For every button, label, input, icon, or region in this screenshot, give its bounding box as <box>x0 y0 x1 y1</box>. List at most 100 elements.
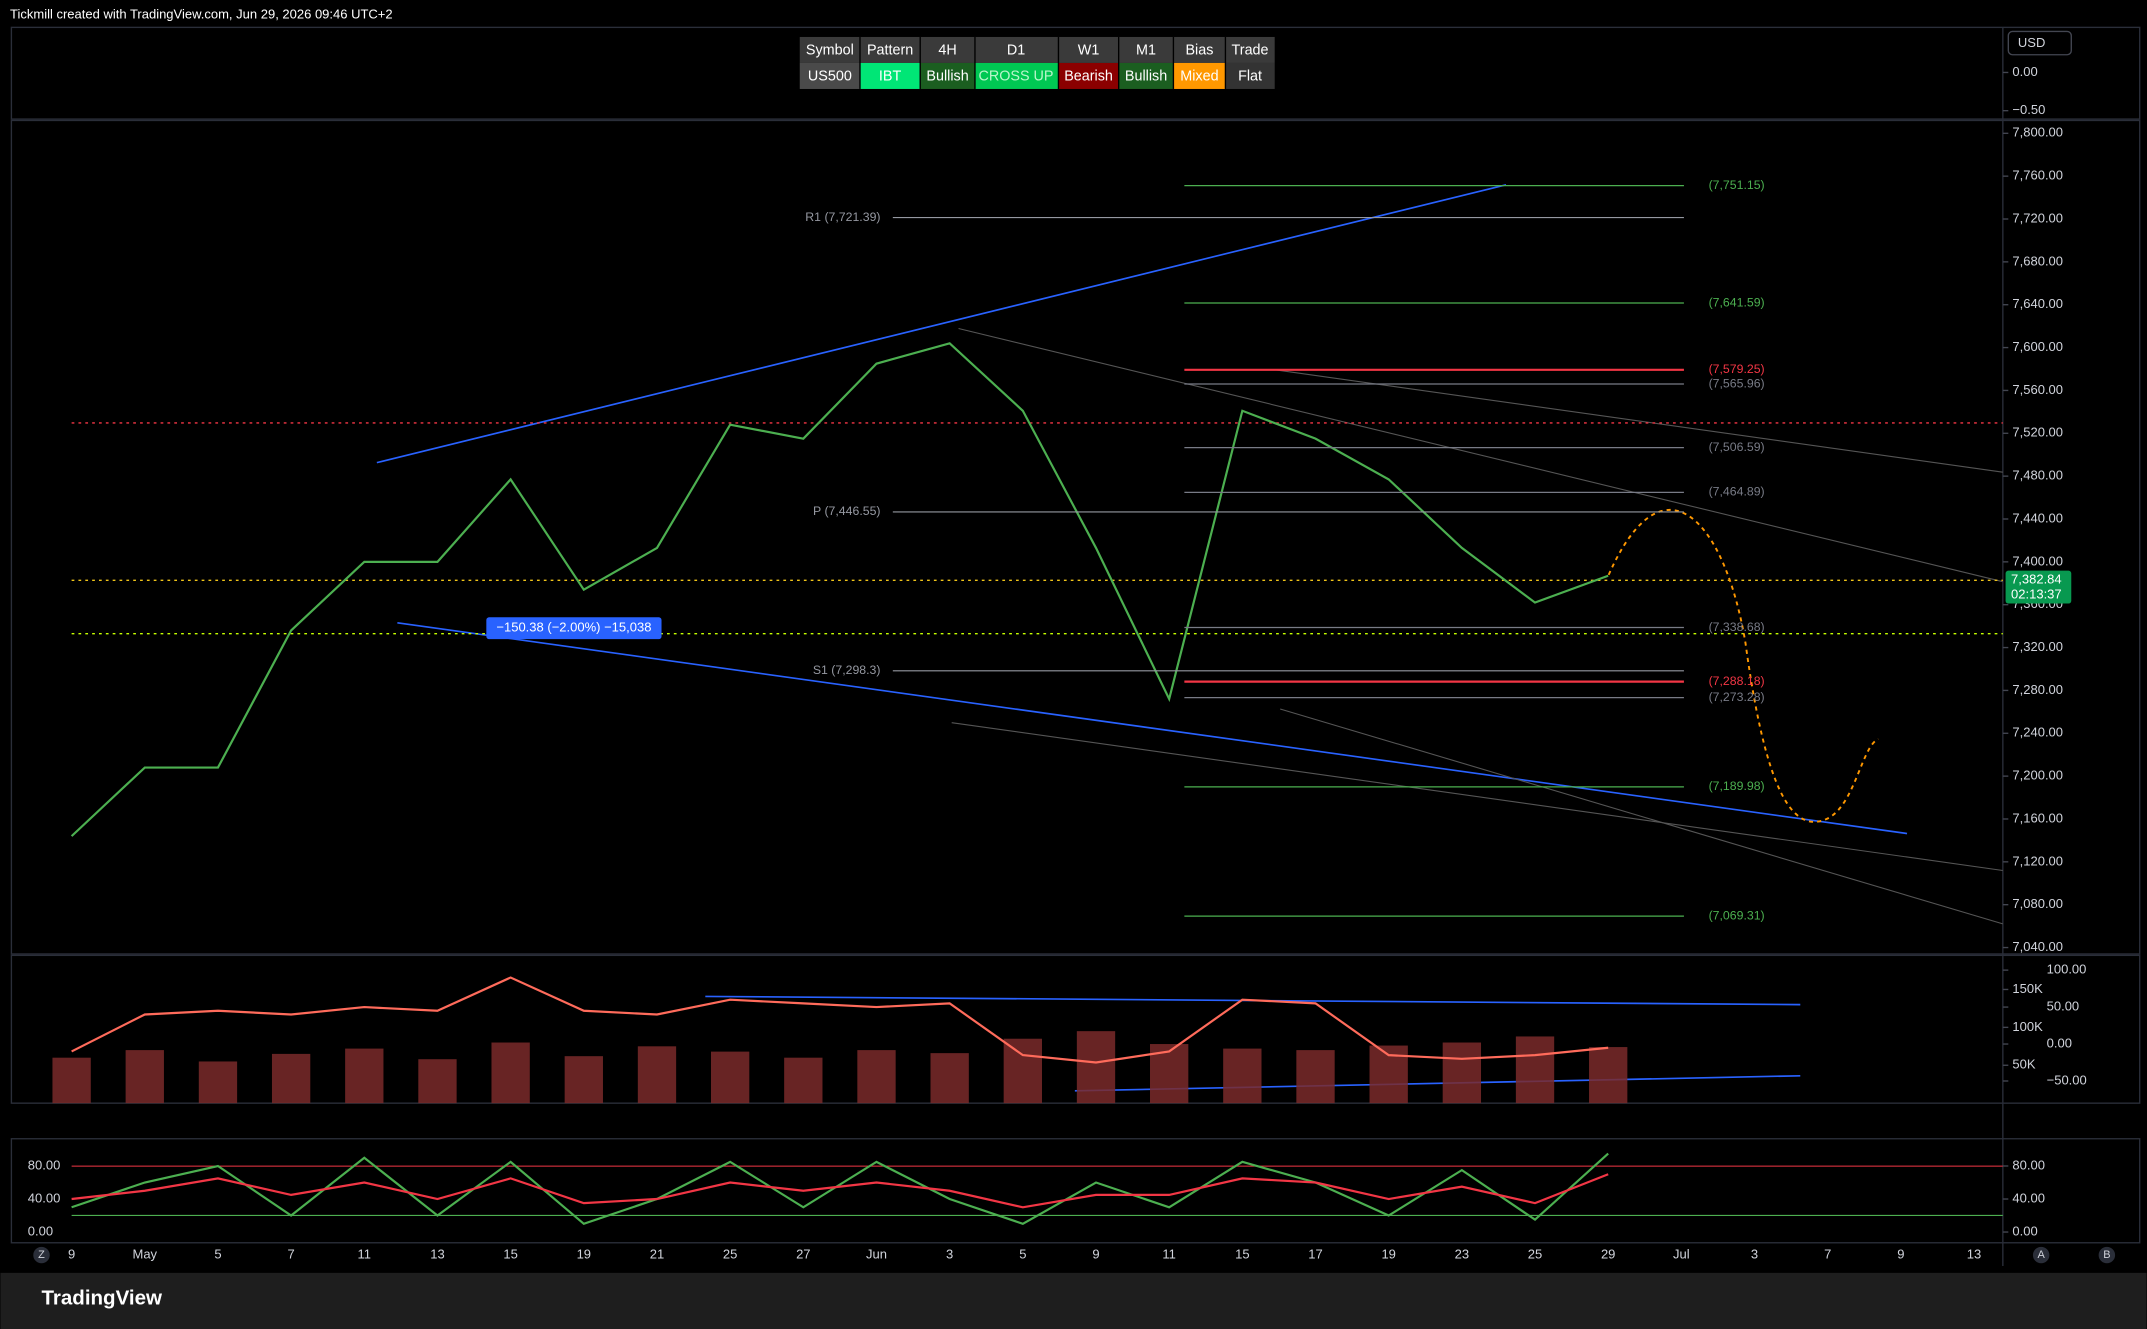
volume-bar <box>857 1050 896 1104</box>
x-tick-label: 9 <box>1897 1247 1904 1262</box>
pane-frame <box>10 26 2141 120</box>
y-tick-label: 7,800.00 <box>2012 125 2063 140</box>
pane-frame <box>10 1138 2141 1244</box>
x-tick-label: 19 <box>1381 1247 1395 1262</box>
pivot-label: R1 (7,721.39) <box>805 210 880 224</box>
currency[interactable]: USD <box>2018 35 2045 50</box>
series-line <box>70 342 1609 837</box>
volume-bar <box>564 1056 603 1104</box>
volume-bar <box>1003 1038 1042 1104</box>
y-tick-label: 7,320.00 <box>2012 639 2063 654</box>
pane-frame <box>10 954 2141 1104</box>
y-tick-label: 7,120.00 <box>2012 853 2063 868</box>
y-tick-label: 40.00 <box>2012 1190 2045 1205</box>
footer-bar <box>0 1272 2147 1329</box>
pivot-label: P (7,446.55) <box>813 504 880 518</box>
trend-line <box>1074 1074 1801 1092</box>
last-price-box <box>2005 570 2072 604</box>
table-header-bg <box>799 36 1275 63</box>
x-tick-label: 27 <box>796 1247 810 1262</box>
y-tick-label: 40.00 <box>28 1190 61 1205</box>
table-cell: Bullish <box>1125 68 1167 84</box>
level-label: (7,189.98) <box>1709 779 1765 793</box>
x-tick-label: 15 <box>503 1247 517 1262</box>
last-price-label: 7,382.84 <box>2011 572 2062 587</box>
y-tick-label: −50.00 <box>2047 1072 2087 1087</box>
series-line <box>71 1173 1609 1209</box>
control-label[interactable]: Z <box>38 1249 45 1261</box>
x-tick-label: 13 <box>430 1247 444 1262</box>
y-tick-label: 7,440.00 <box>2012 510 2063 525</box>
table-header: Symbol <box>806 42 854 58</box>
trend-line <box>1280 708 2003 925</box>
currency-box[interactable] <box>2007 30 2072 56</box>
y-tick-label: 7,760.00 <box>2012 168 2063 183</box>
y-tick-label: 7,280.00 <box>2012 682 2063 697</box>
cell-bg <box>920 62 975 89</box>
table-header: Pattern <box>867 42 913 58</box>
table-cell: US500 <box>808 68 852 84</box>
x-tick-label: 23 <box>1455 1247 1469 1262</box>
volume-bar <box>637 1046 677 1104</box>
y-tick-label: 0.00 <box>2012 64 2037 79</box>
table-header: W1 <box>1078 42 1100 58</box>
pane-frame <box>10 119 2141 955</box>
logo: TradingView <box>42 1286 163 1309</box>
volume-bar <box>710 1051 750 1104</box>
x-tick-label: 15 <box>1235 1247 1249 1262</box>
trend-line <box>397 621 1908 835</box>
table-header: D1 <box>1007 42 1025 58</box>
table-header: Trade <box>1232 42 1269 58</box>
y-tick-label: 7,680.00 <box>2012 253 2063 268</box>
pivot-label: S1 (7,298.3) <box>813 663 881 677</box>
level-label: (7,273.28) <box>1709 690 1765 704</box>
y-tick-label: 7,080.00 <box>2012 896 2063 911</box>
level-label: (7,464.89) <box>1709 485 1765 499</box>
table-header: Bias <box>1185 42 1213 58</box>
x-tick-label: 11 <box>1162 1247 1176 1262</box>
cell-bg <box>799 62 860 89</box>
control-label[interactable]: A <box>2038 1249 2046 1261</box>
x-tick-label: 3 <box>946 1247 953 1262</box>
level-label: (7,288.18) <box>1709 674 1765 688</box>
panel-frames <box>10 26 2141 1267</box>
level-label: (7,565.96) <box>1709 376 1765 390</box>
y-tick-label: 100K <box>2012 1019 2043 1034</box>
control-label[interactable]: B <box>2103 1249 2110 1261</box>
trend-line <box>1273 369 2003 473</box>
x-tick-label: 13 <box>1967 1247 1981 1262</box>
control-button[interactable] <box>2098 1246 2116 1264</box>
series-line <box>71 976 1609 1064</box>
cell-bg <box>1225 62 1275 89</box>
measure-label: −150.38 (−2.00%) −15,038 <box>496 620 651 635</box>
signal-table: Symbol Pattern 4H D1 W1 M1 Bias Trade US… <box>799 36 1275 89</box>
volume-bar <box>271 1053 311 1104</box>
x-tick-label: 25 <box>723 1247 737 1262</box>
control-button[interactable] <box>2032 1246 2050 1264</box>
y-tick-label: 50.00 <box>2047 999 2080 1014</box>
trend-line <box>951 722 2003 872</box>
cell-bg <box>859 62 921 89</box>
level-label: (7,069.31) <box>1709 908 1765 922</box>
y-tick-label: 0.00 <box>2012 1223 2037 1238</box>
cell-bg <box>1173 62 1226 89</box>
volume-bar <box>491 1042 530 1104</box>
y-tick-label: 7,640.00 <box>2012 296 2063 311</box>
volume-bar <box>345 1048 384 1104</box>
level-label: (7,579.25) <box>1709 362 1765 376</box>
x-tick-label: Jun <box>866 1247 887 1262</box>
countdown: 02:13:37 <box>2011 587 2062 602</box>
y-tick-label: 80.00 <box>28 1157 61 1172</box>
volume-bar <box>52 1057 91 1104</box>
y-tick-label: 7,240.00 <box>2012 725 2063 740</box>
table-dividers <box>859 36 1227 89</box>
control-button[interactable] <box>33 1246 50 1264</box>
measure-box <box>486 617 662 640</box>
table-cell: Flat <box>1238 68 1262 84</box>
y-tick-label: −0.50 <box>2012 102 2045 117</box>
x-tick-label: 21 <box>650 1247 664 1262</box>
volume-bar <box>1442 1042 1482 1104</box>
volume-bar <box>1076 1031 1116 1104</box>
volume-bar <box>1589 1047 1628 1104</box>
